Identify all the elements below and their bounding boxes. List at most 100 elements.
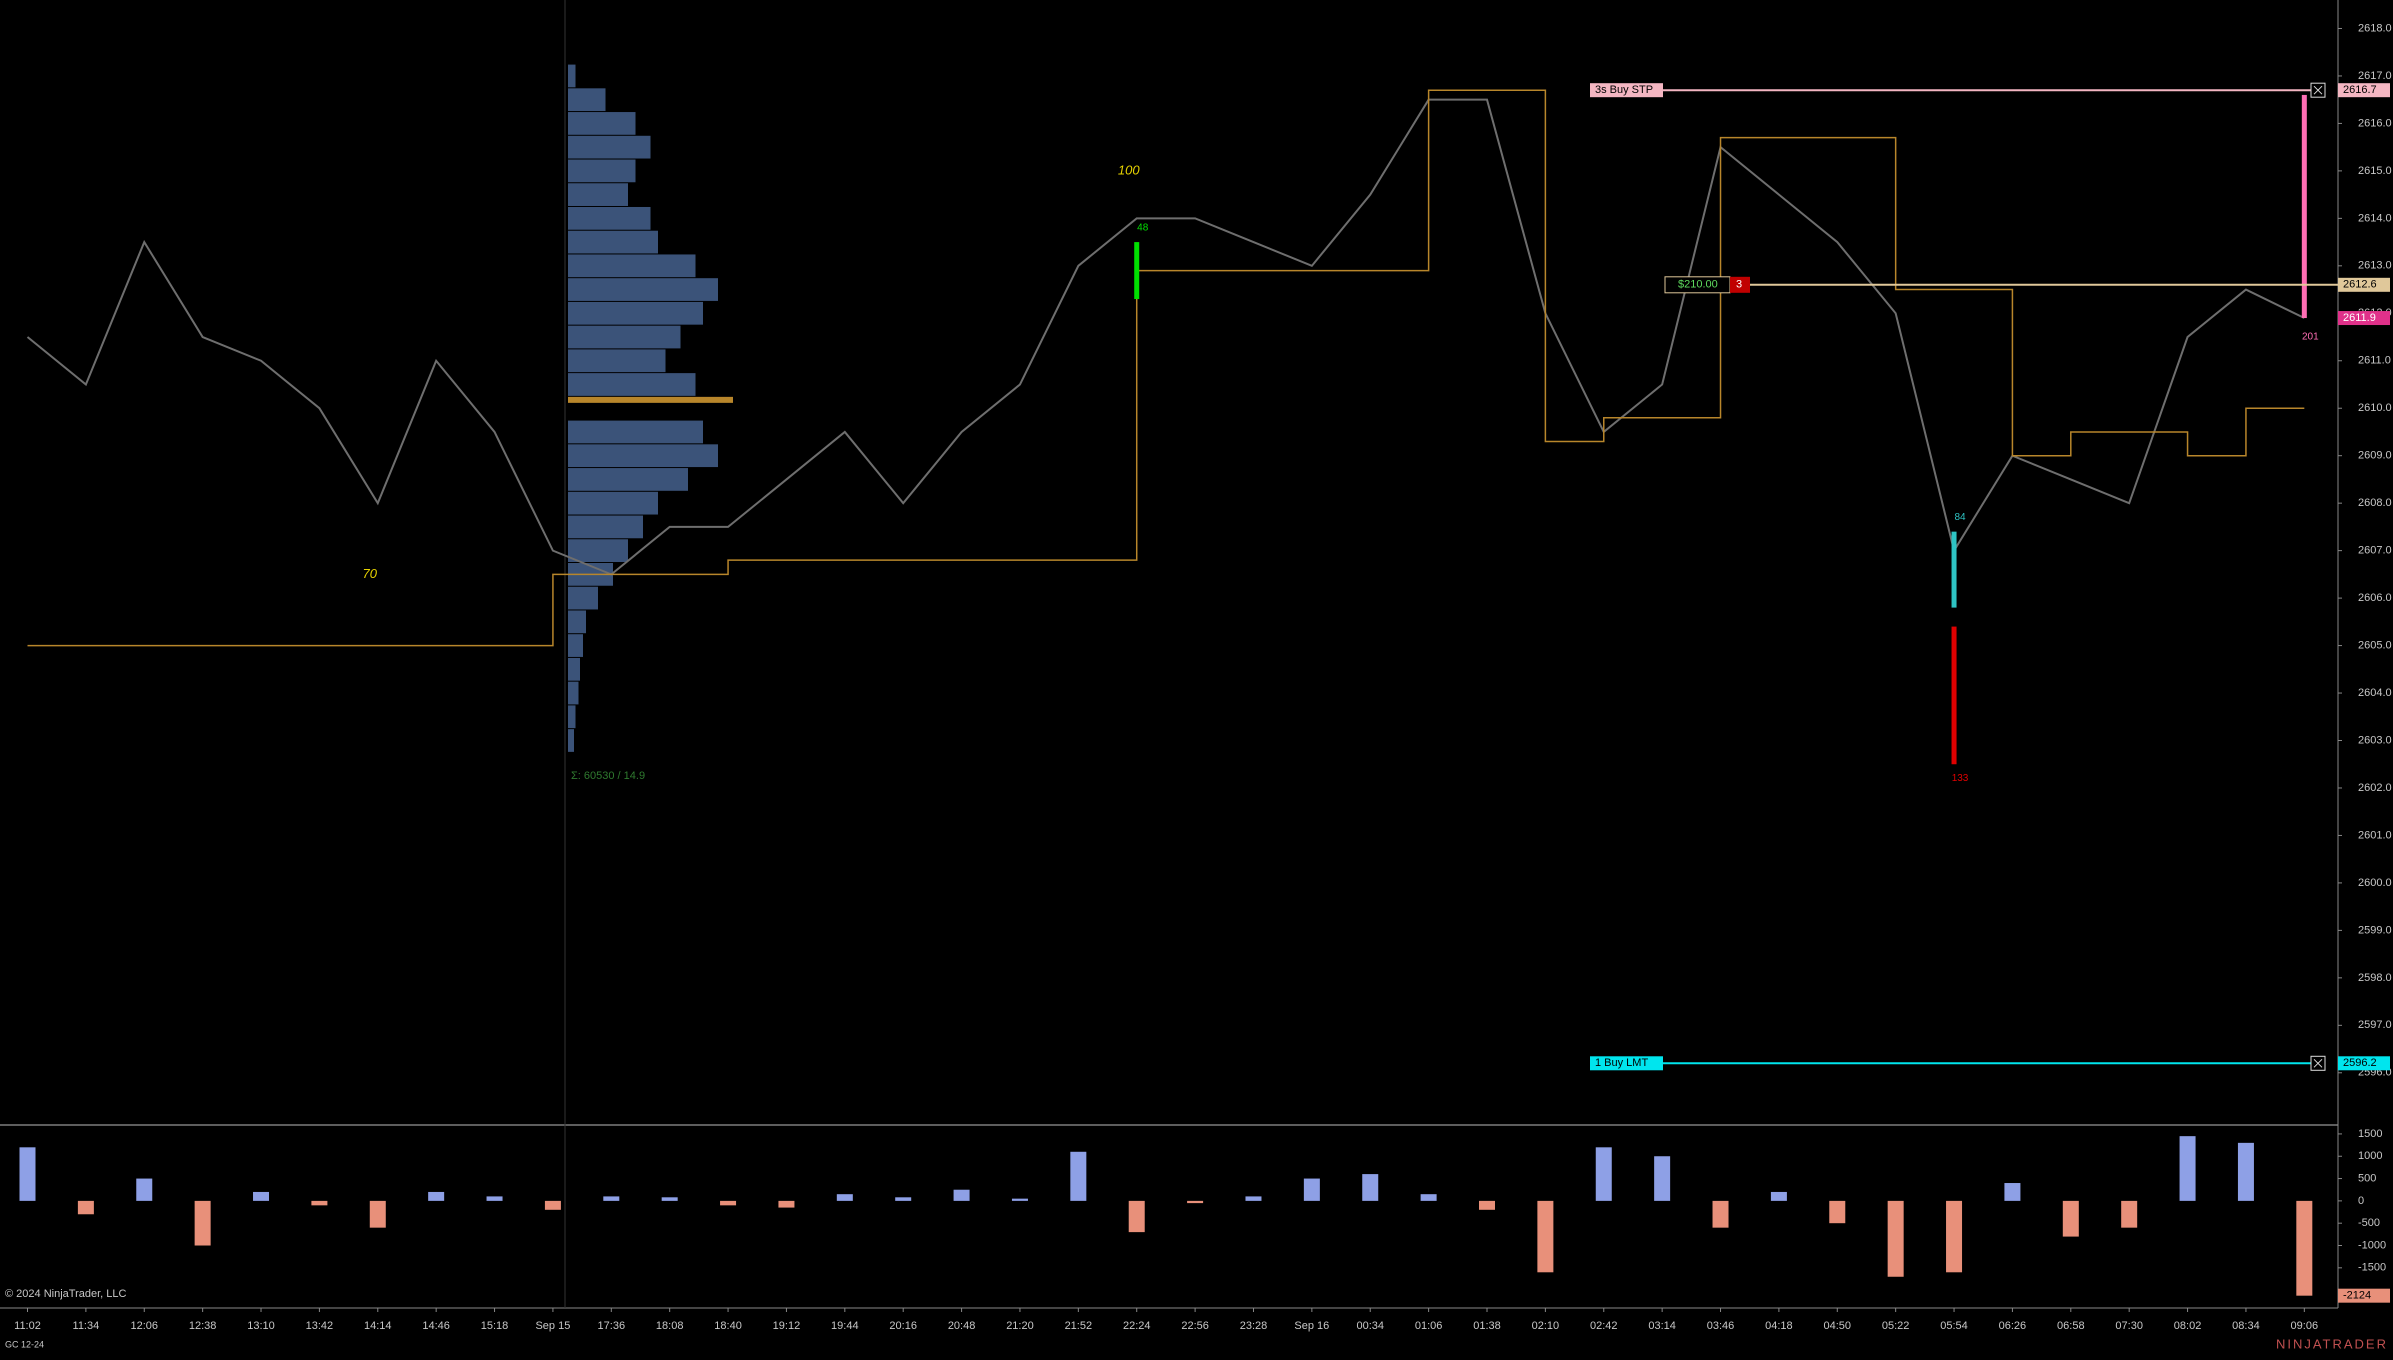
x-tick-label: 14:14 <box>364 1320 392 1332</box>
marker-bar <box>1134 242 1140 300</box>
position-qty: 3 <box>1736 279 1742 291</box>
x-tick-label: 23:28 <box>1240 1320 1268 1332</box>
delta-bar <box>1770 1191 1787 1201</box>
profile-bar <box>568 657 580 681</box>
x-tick-label: 14:46 <box>422 1320 450 1332</box>
x-tick-label: 03:14 <box>1648 1320 1676 1332</box>
y-tick-label: -500 <box>2358 1217 2380 1229</box>
delta-bar <box>2296 1200 2313 1296</box>
x-tick-label: 02:10 <box>1532 1320 1560 1332</box>
delta-bar <box>1595 1147 1612 1201</box>
y-tick-label: 2618.0 <box>2358 22 2392 34</box>
x-tick-label: 02:42 <box>1590 1320 1618 1332</box>
profile-bar <box>568 159 636 183</box>
y-tick-label: 0 <box>2358 1195 2364 1207</box>
x-tick-label: 06:58 <box>2057 1320 2085 1332</box>
delta-bar <box>2004 1183 2021 1201</box>
x-tick-label: 13:10 <box>247 1320 275 1332</box>
profile-bar <box>568 515 643 539</box>
delta-bar <box>836 1194 853 1201</box>
price-label-box <box>2338 1056 2390 1071</box>
x-tick-label: 19:44 <box>831 1320 859 1332</box>
y-tick-label: 2603.0 <box>2358 734 2392 746</box>
delta-bar <box>311 1200 328 1206</box>
x-tick-label: 20:16 <box>889 1320 917 1332</box>
marker-label: 48 <box>1137 222 1149 233</box>
order-label: 3s Buy STP <box>1595 84 1653 96</box>
y-tick-label: 2608.0 <box>2358 497 2392 509</box>
copyright: © 2024 NinjaTrader, LLC <box>5 1288 126 1300</box>
delta-bar <box>2062 1200 2079 1237</box>
y-tick-label: 2617.0 <box>2358 70 2392 82</box>
profile-bar <box>568 183 628 206</box>
profile-bar <box>568 112 636 135</box>
price-label: 2612.6 <box>2343 279 2377 291</box>
delta-bar <box>1362 1174 1379 1201</box>
delta-bar <box>953 1189 970 1201</box>
brand: NINJATRADER <box>2276 1336 2388 1351</box>
delta-bar <box>1187 1200 1204 1204</box>
price-label-box <box>2338 277 2390 292</box>
y-tick-label: 2609.0 <box>2358 450 2392 462</box>
delta-bar <box>1128 1200 1145 1233</box>
delta-bar <box>1829 1200 1846 1224</box>
delta-bar <box>77 1200 94 1215</box>
y-tick-label: -1500 <box>2358 1262 2386 1274</box>
price-label: 2616.7 <box>2343 84 2377 96</box>
delta-bar <box>1303 1178 1320 1201</box>
profile-bar <box>568 586 598 610</box>
profile-bar <box>568 610 586 634</box>
profile-bar <box>568 373 696 396</box>
x-tick-label: 15:18 <box>481 1320 509 1332</box>
x-tick-label: 07:30 <box>2115 1320 2143 1332</box>
delta-bar <box>1537 1200 1554 1273</box>
profile-bar <box>568 705 576 729</box>
order-cancel-x <box>2313 1058 2323 1068</box>
y-tick-label: 2613.0 <box>2358 260 2392 272</box>
position-qty-box <box>1730 276 1750 293</box>
profile-bar <box>568 278 718 301</box>
y-tick-label: 2597.0 <box>2358 1019 2392 1031</box>
profile-bar <box>568 634 583 657</box>
x-tick-label: 05:54 <box>1940 1320 1968 1332</box>
marker-label: 201 <box>2302 332 2319 343</box>
y-tick-label: 2600.0 <box>2358 877 2392 889</box>
x-tick-label: 11:34 <box>73 1320 100 1332</box>
profile-bar <box>568 420 703 444</box>
y-tick-label: 2615.0 <box>2358 165 2392 177</box>
x-tick-label: 18:08 <box>656 1320 684 1332</box>
last-price-box <box>2338 311 2390 326</box>
y-tick-label: 2606.0 <box>2358 592 2392 604</box>
delta-bar <box>253 1191 270 1201</box>
marker-bar <box>2301 94 2307 319</box>
profile-bar <box>568 135 651 159</box>
x-tick-label: 05:22 <box>1882 1320 1910 1332</box>
x-tick-label: 11:02 <box>14 1320 41 1332</box>
delta-bar <box>19 1147 36 1201</box>
delta-last: -2124 <box>2343 1290 2371 1302</box>
delta-bar <box>1070 1151 1087 1201</box>
delta-bar <box>136 1178 153 1201</box>
x-tick-label: 20:48 <box>948 1320 976 1332</box>
level-line <box>27 89 2305 647</box>
y-tick-label: 2611.0 <box>2358 355 2391 367</box>
x-tick-label: 00:34 <box>1356 1320 1384 1332</box>
delta-bar <box>1887 1200 1904 1277</box>
annotation: 100 <box>1118 162 1140 177</box>
y-tick-label: 2599.0 <box>2358 924 2392 936</box>
x-tick-label: Sep 15 <box>535 1320 570 1332</box>
profile-bar <box>568 729 574 752</box>
price-label: 2596.2 <box>2343 1057 2377 1069</box>
x-tick-label: 09:06 <box>2291 1320 2319 1332</box>
profile-bar <box>568 206 651 230</box>
delta-bar <box>1420 1194 1437 1201</box>
delta-bar <box>661 1197 678 1201</box>
profile-bar <box>568 325 681 349</box>
delta-bar <box>720 1200 737 1206</box>
delta-bar <box>1011 1198 1028 1201</box>
delta-bar <box>428 1191 445 1201</box>
delta-bar <box>1479 1200 1495 1210</box>
order-label-box <box>1590 1056 1663 1071</box>
